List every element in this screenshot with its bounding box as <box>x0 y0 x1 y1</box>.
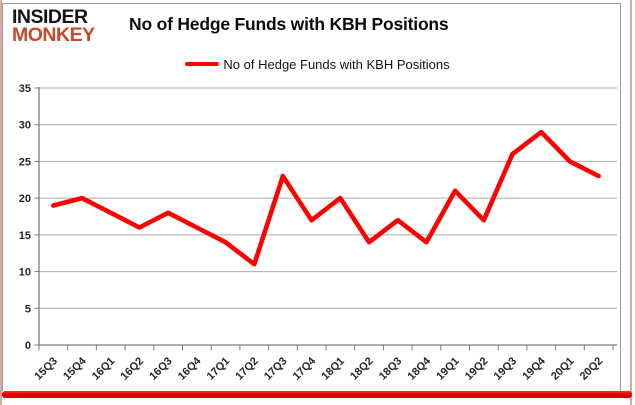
left-edge-border <box>0 0 2 405</box>
logo-monkey-text: MONKEY <box>12 24 95 46</box>
series-line <box>51 129 601 267</box>
x-axis-label: 15Q3 <box>32 355 60 383</box>
y-axis-label: 0 <box>25 340 31 352</box>
insider-monkey-logo: INSIDER MONKEY <box>12 6 95 46</box>
right-edge-border <box>630 0 632 405</box>
x-axis-label: 17Q1 <box>205 355 233 383</box>
y-axis-label: 10 <box>19 267 31 279</box>
x-axis-label: 20Q2 <box>578 355 606 383</box>
x-axis-label: 16Q4 <box>176 355 204 383</box>
x-axis-label: 19Q3 <box>492 355 520 383</box>
logo-insider-text: INSIDER <box>12 6 88 28</box>
y-axis-label: 20 <box>19 193 31 205</box>
legend: No of Hedge Funds with KBH Positions <box>0 56 635 72</box>
legend-label: No of Hedge Funds with KBH Positions <box>223 56 450 72</box>
y-axis-label: 5 <box>25 303 31 315</box>
legend-line-swatch <box>185 61 220 67</box>
x-axis-label: 16Q1 <box>90 355 118 383</box>
red-bottom-bar <box>2 391 632 398</box>
x-axis-label: 18Q4 <box>406 355 434 383</box>
chart-title: No of Hedge Funds with KBH Positions <box>129 14 449 34</box>
y-axis-label: 35 <box>19 83 31 95</box>
x-axis-label: 20Q1 <box>549 355 577 383</box>
x-axis-label: 15Q4 <box>61 355 89 383</box>
x-axis-label: 18Q3 <box>377 355 405 383</box>
x-axis-label: 19Q1 <box>434 355 462 383</box>
y-axis-label: 30 <box>19 120 31 132</box>
y-axis-label: 25 <box>19 156 31 168</box>
x-axis-label: 19Q2 <box>463 355 491 383</box>
x-axis-label: 16Q3 <box>147 355 175 383</box>
y-axis-label: 15 <box>19 230 31 242</box>
x-axis-label: 17Q4 <box>291 355 319 383</box>
x-axis-label: 18Q1 <box>319 355 347 383</box>
x-axis-label: 19Q4 <box>520 355 548 383</box>
x-axis-label: 18Q2 <box>348 355 376 383</box>
x-axis-label: 16Q2 <box>119 355 147 383</box>
x-axis-label: 17Q2 <box>233 355 261 383</box>
x-axis-label: 17Q3 <box>262 355 290 383</box>
